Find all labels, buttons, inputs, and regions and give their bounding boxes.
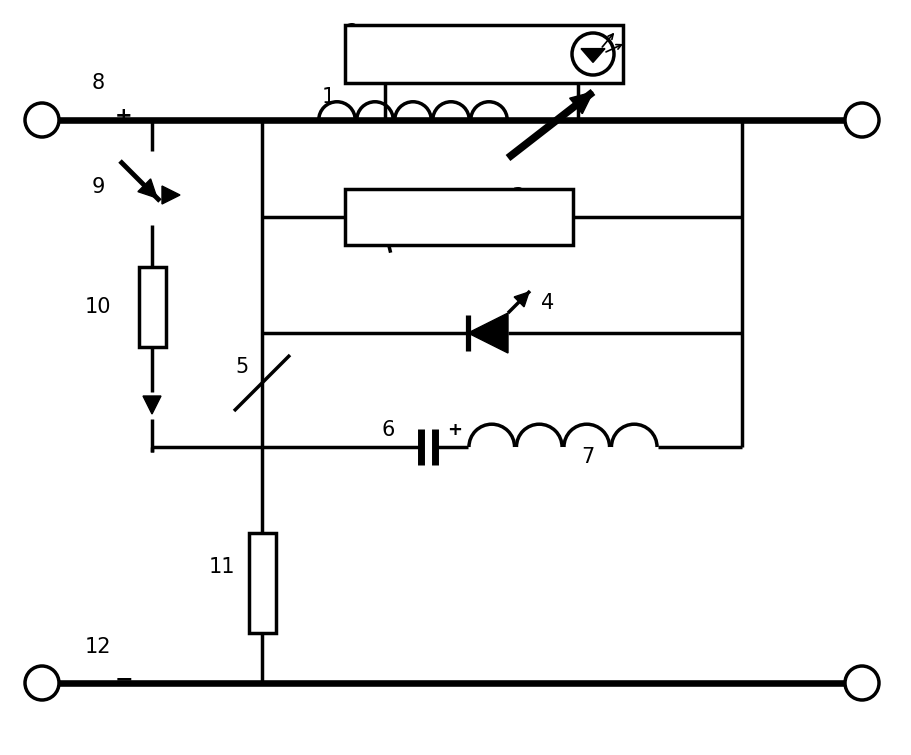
Text: 2: 2 bbox=[345, 23, 359, 43]
Polygon shape bbox=[162, 186, 180, 204]
Bar bbox=[345, 189, 573, 245]
Text: 5: 5 bbox=[235, 357, 249, 377]
Polygon shape bbox=[143, 396, 161, 414]
Bar bbox=[138, 267, 166, 347]
Text: 12: 12 bbox=[85, 637, 111, 657]
Text: +: + bbox=[447, 421, 463, 439]
Text: 3: 3 bbox=[511, 187, 525, 207]
Text: 1: 1 bbox=[322, 87, 334, 107]
Text: −: − bbox=[115, 669, 133, 689]
Polygon shape bbox=[138, 179, 157, 198]
Text: 8: 8 bbox=[91, 73, 105, 93]
Polygon shape bbox=[514, 292, 529, 307]
Polygon shape bbox=[581, 48, 605, 63]
Circle shape bbox=[845, 103, 879, 137]
Polygon shape bbox=[468, 313, 508, 353]
Circle shape bbox=[845, 666, 879, 700]
Text: 11: 11 bbox=[209, 557, 235, 577]
Circle shape bbox=[25, 666, 59, 700]
Bar bbox=[345, 25, 623, 83]
Text: 10: 10 bbox=[85, 297, 111, 317]
Text: 9: 9 bbox=[91, 177, 105, 197]
Bar bbox=[249, 533, 275, 633]
Text: 4: 4 bbox=[541, 293, 555, 313]
Text: +: + bbox=[115, 106, 133, 126]
Circle shape bbox=[25, 103, 59, 137]
Text: 7: 7 bbox=[581, 447, 595, 467]
Text: 6: 6 bbox=[382, 420, 394, 440]
Polygon shape bbox=[569, 92, 593, 114]
Circle shape bbox=[572, 33, 614, 75]
